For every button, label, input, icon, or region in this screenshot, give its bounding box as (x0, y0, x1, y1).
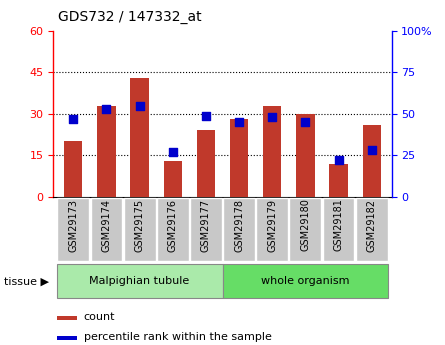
Point (136, 103, 143, 108)
Point (70, 116, 77, 121)
FancyBboxPatch shape (90, 198, 122, 261)
Text: Malpighian tubule: Malpighian tubule (89, 276, 190, 286)
Bar (164, 161, 182, 197)
Text: GSM29174: GSM29174 (101, 199, 111, 252)
Text: GSM29181: GSM29181 (334, 199, 344, 252)
Bar (363, 125, 381, 197)
FancyBboxPatch shape (124, 198, 155, 261)
FancyBboxPatch shape (57, 198, 89, 261)
Text: GSM29177: GSM29177 (201, 199, 211, 252)
Point (368, 148, 375, 153)
Text: GSM29178: GSM29178 (234, 199, 244, 252)
Text: tissue ▶: tissue ▶ (4, 276, 49, 286)
Point (302, 119, 309, 125)
Text: percentile rank within the sample: percentile rank within the sample (84, 332, 272, 342)
Bar (296, 114, 315, 197)
Bar (97, 106, 116, 197)
Text: GSM29180: GSM29180 (300, 199, 311, 252)
FancyBboxPatch shape (256, 198, 288, 261)
Text: count: count (84, 312, 115, 322)
FancyBboxPatch shape (290, 198, 321, 261)
Bar (57, 336, 77, 339)
Point (169, 149, 176, 155)
Text: GSM29179: GSM29179 (267, 199, 277, 252)
Text: GSM29182: GSM29182 (367, 199, 377, 252)
FancyBboxPatch shape (356, 198, 388, 261)
Text: GSM29175: GSM29175 (134, 199, 145, 252)
Point (202, 113, 210, 118)
FancyBboxPatch shape (57, 264, 222, 298)
FancyBboxPatch shape (157, 198, 189, 261)
Text: GSM29176: GSM29176 (168, 199, 178, 252)
Bar (57, 316, 77, 319)
Bar (263, 106, 281, 197)
Bar (197, 130, 215, 197)
FancyBboxPatch shape (222, 264, 388, 298)
FancyBboxPatch shape (323, 198, 355, 261)
Bar (64, 141, 82, 197)
Point (269, 115, 276, 120)
Bar (130, 78, 149, 197)
Bar (230, 119, 248, 197)
Text: GDS732 / 147332_at: GDS732 / 147332_at (58, 10, 202, 24)
Point (335, 157, 342, 163)
FancyBboxPatch shape (190, 198, 222, 261)
Text: whole organism: whole organism (261, 276, 350, 286)
Point (103, 106, 110, 112)
Text: GSM29173: GSM29173 (68, 199, 78, 252)
Bar (329, 164, 348, 197)
Point (235, 119, 243, 125)
FancyBboxPatch shape (223, 198, 255, 261)
